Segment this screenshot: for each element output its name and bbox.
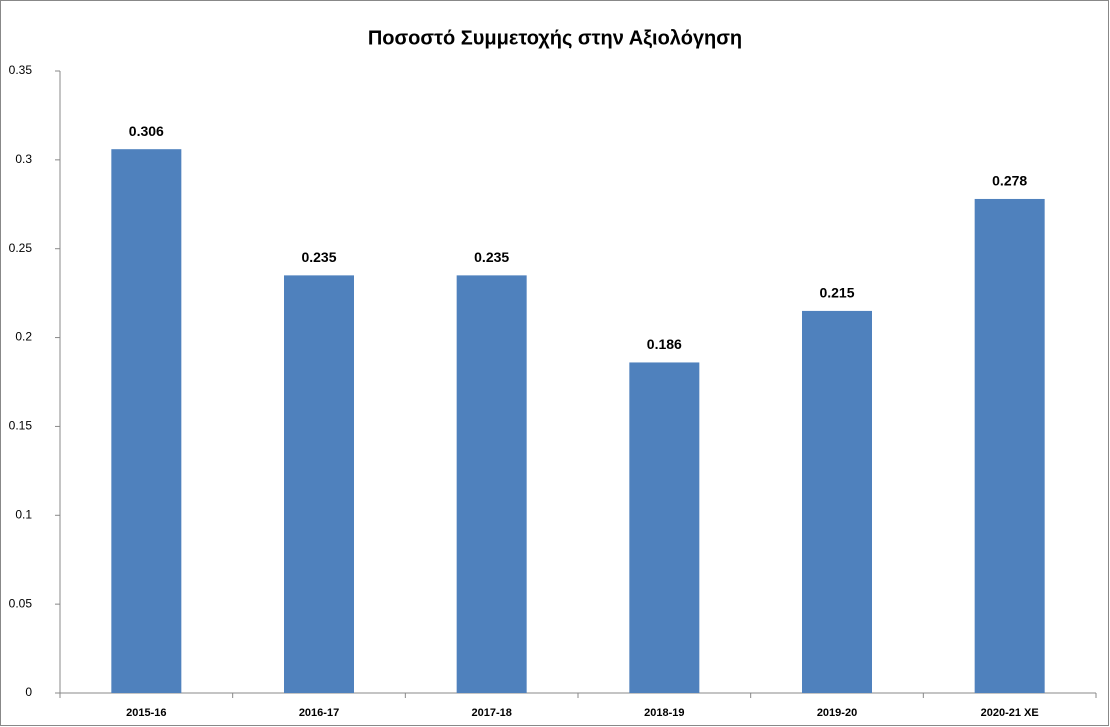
data-label: 0.306 [129,123,164,139]
bar [456,275,527,693]
y-tick-label: 0.15 [9,419,33,433]
y-tick-label: 0.35 [9,63,33,77]
bar [111,149,182,694]
data-label: 0.235 [301,249,336,265]
data-label: 0.235 [474,249,509,265]
bar [284,275,354,693]
bar [802,310,872,693]
y-tick-label: 0 [25,685,32,699]
bar [974,198,1045,693]
data-label: 0.215 [819,285,854,301]
x-tick-label: 2015-16 [126,707,166,719]
x-tick-label: 2019-20 [817,707,857,719]
data-label: 0.278 [992,173,1027,189]
y-tick-label: 0.05 [9,596,33,610]
x-tick-label: 2017-18 [471,707,511,719]
y-tick-label: 0.3 [15,152,32,166]
bar [629,362,700,693]
y-tick-label: 0.2 [15,330,32,344]
x-tick-label: 2016-17 [299,707,339,719]
x-tick-label: 2018-19 [644,707,684,719]
x-tick-label: 2020-21 ΧΕ [981,707,1039,719]
data-label: 0.186 [647,336,682,352]
chart-title: Ποσοστό Συμμετοχής στην Αξιολόγηση [368,27,742,49]
y-tick-label: 0.1 [15,507,32,521]
y-tick-label: 0.25 [9,241,33,255]
